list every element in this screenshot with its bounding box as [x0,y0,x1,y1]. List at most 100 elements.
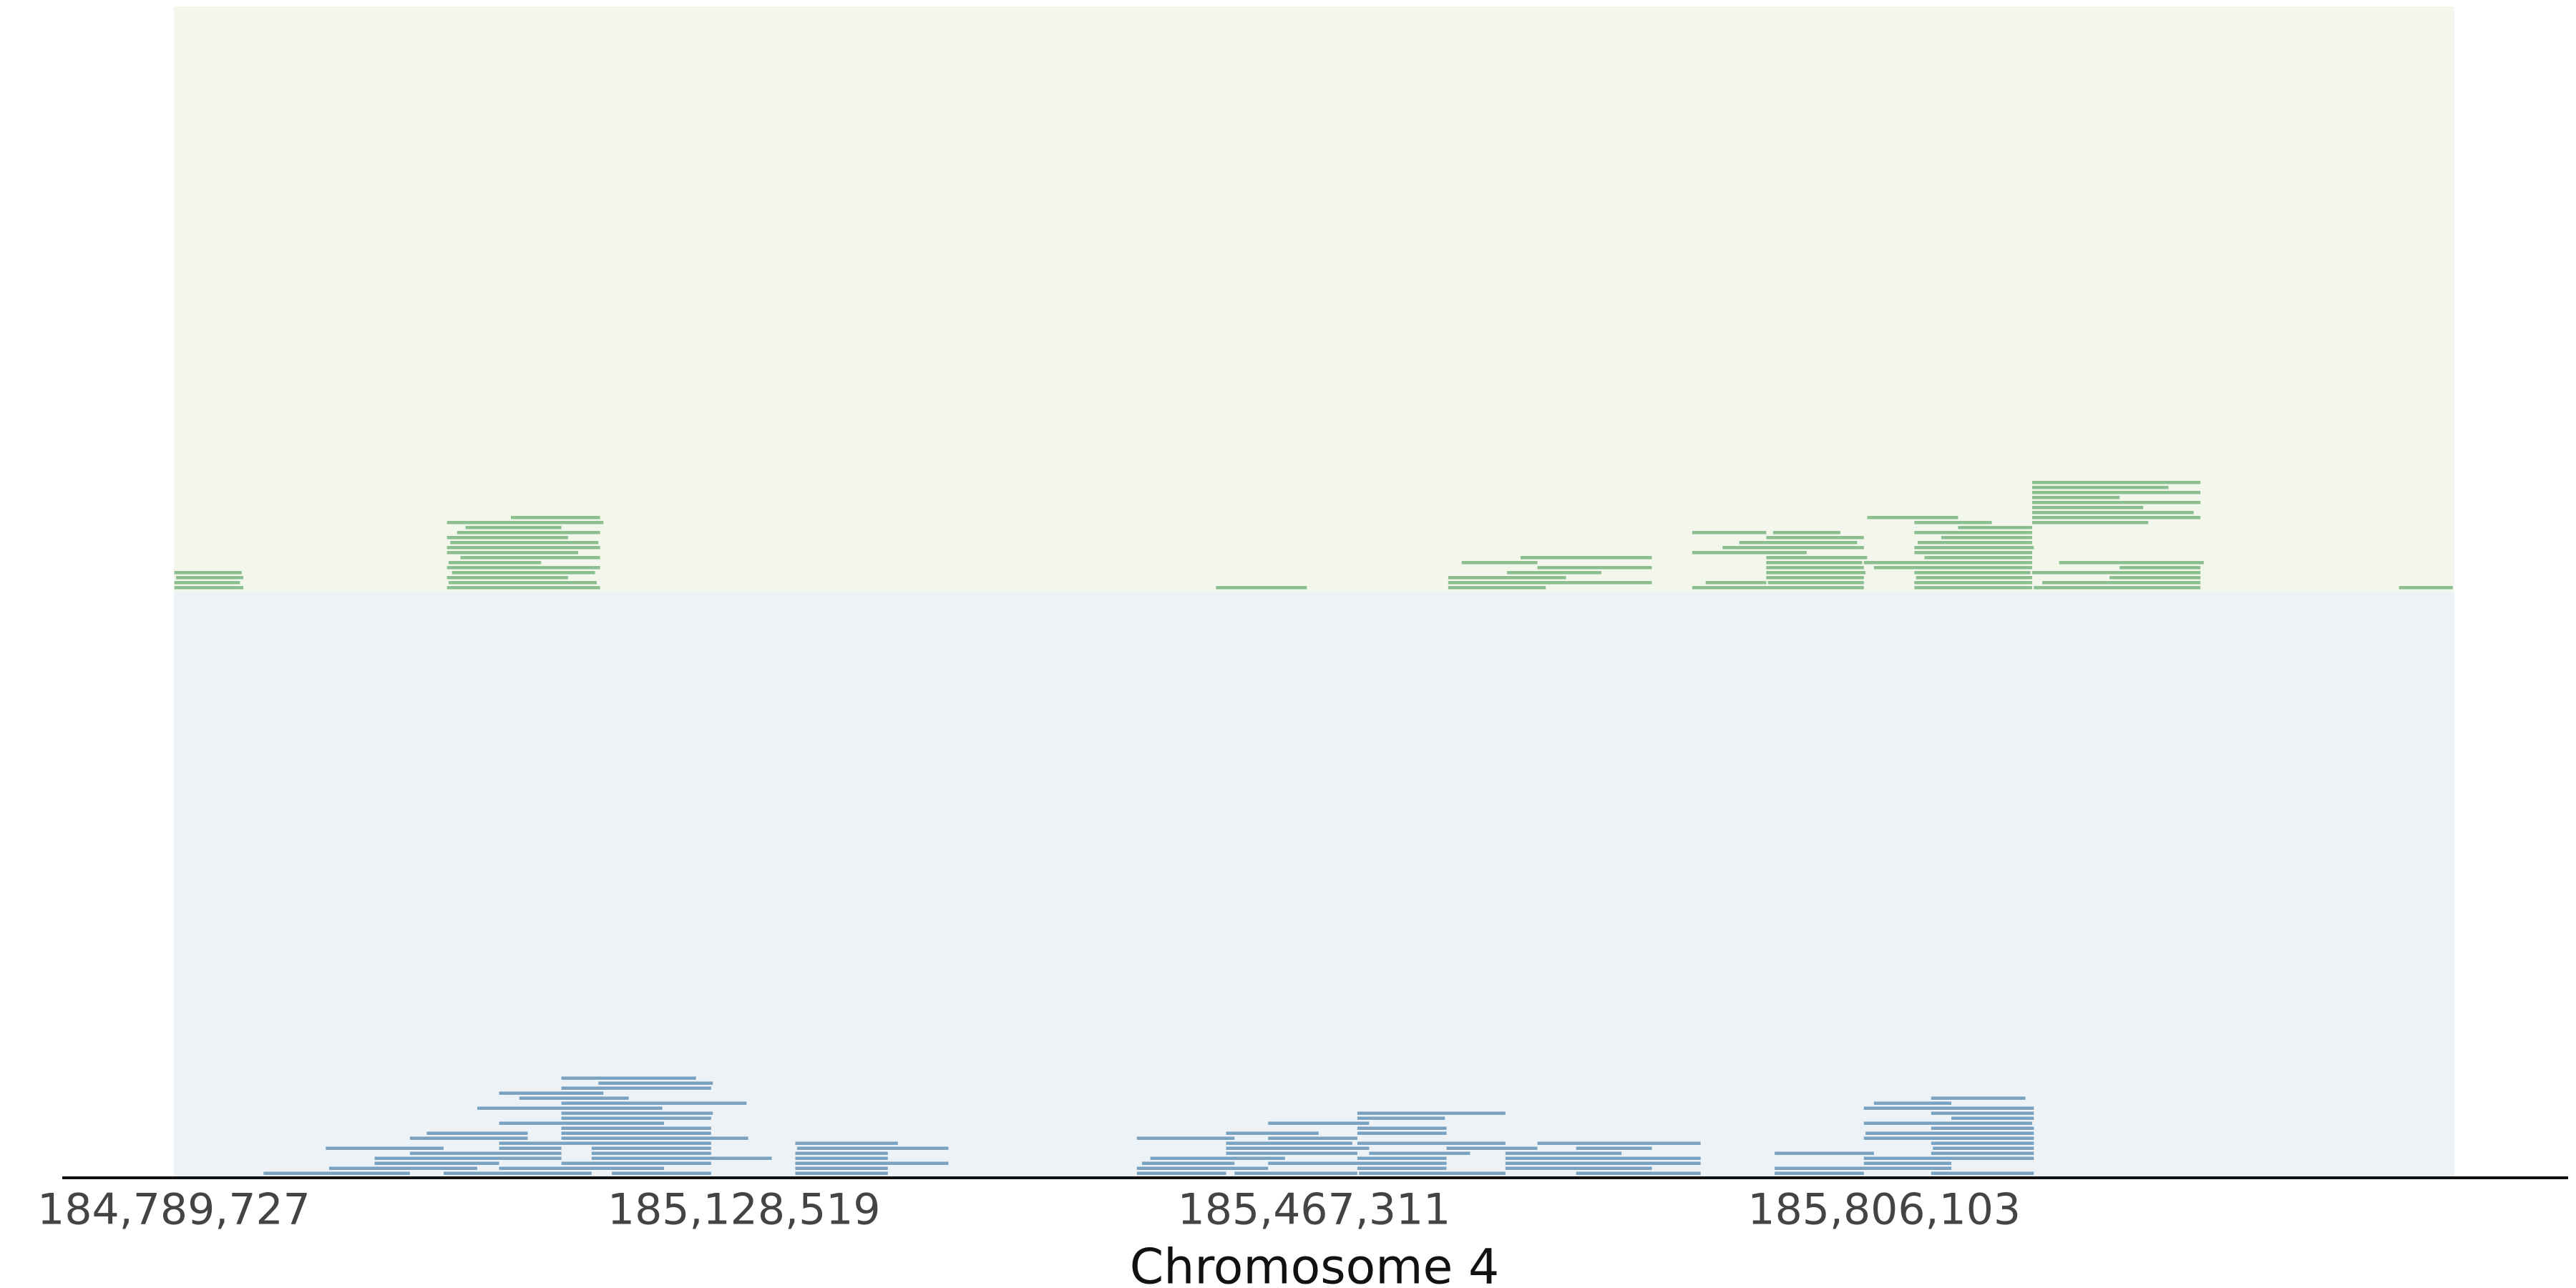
read [2031,496,2120,499]
read [1692,551,1807,555]
read [519,1096,629,1100]
read [591,1151,711,1155]
read [510,516,600,519]
read [1863,1136,2034,1140]
read [561,1136,748,1140]
read [1357,1116,1445,1120]
read [1505,1156,1701,1160]
read [2119,566,2201,570]
read [1136,1136,1235,1140]
read [1873,566,2032,570]
read [1136,1171,1226,1175]
read [326,1146,444,1150]
read [409,1136,528,1140]
read [2034,586,2201,590]
tracks [174,6,2454,1178]
read [1916,576,2032,580]
read [1226,1131,1319,1135]
read [2031,501,2201,504]
x-tick-label: 185,467,311 [1178,1185,1451,1235]
read [1234,1171,1357,1175]
read [1766,536,1864,540]
read [1914,571,2031,575]
read [1576,1146,1652,1150]
read [499,1166,664,1170]
read [1521,556,1652,560]
read [1931,1171,2034,1175]
read [1461,561,1538,565]
read [2031,521,2149,525]
read [499,1121,664,1125]
read [465,526,562,530]
read [1505,1151,1622,1155]
read [1766,566,1864,570]
read [1863,1106,2034,1110]
read [1359,1171,1506,1175]
read [450,541,599,545]
read [1357,1141,1506,1145]
read [447,586,600,590]
read [447,546,600,550]
read [1914,586,2032,590]
read [1863,1156,2034,1160]
read [561,1101,747,1105]
read [561,1076,696,1080]
read [1576,1171,1701,1175]
read [409,1151,562,1155]
read [795,1141,898,1145]
read [448,581,597,585]
read [1867,516,1958,519]
read [1692,586,1864,590]
track-background [174,6,2454,592]
read [1914,531,2032,535]
read [1357,1166,1447,1170]
read [1766,561,1863,565]
read [1951,1116,2034,1120]
read [1136,1166,1269,1170]
read [1357,1111,1506,1115]
read [795,1151,888,1155]
read [1216,586,1307,590]
x-tick-label: 185,128,519 [608,1185,881,1235]
read [1931,1141,2034,1145]
read [1505,1166,1652,1170]
read [426,1131,528,1135]
x-axis-label: Chromosome 4 [1130,1239,1499,1288]
read [1268,1136,1357,1140]
read [447,551,579,555]
read [374,1161,499,1165]
read [174,581,240,585]
read [1775,1166,1952,1170]
read [1692,531,1767,535]
read [2031,516,2201,519]
read [1226,1151,1357,1155]
read [1150,1156,1285,1160]
read [1873,1101,1952,1105]
read [1933,1146,2034,1150]
read [1357,1126,1447,1130]
read [448,561,542,565]
read [1446,1146,1538,1150]
read [1931,1096,2026,1100]
read [1537,566,1652,570]
read [452,571,595,575]
read [2031,481,2201,484]
read [591,1156,772,1160]
read [1369,1151,1470,1155]
read [1357,1156,1447,1160]
read [1863,1161,1952,1165]
read [1268,1161,1447,1165]
read [1226,1141,1352,1145]
read [2031,511,2194,514]
read [1537,1141,1701,1145]
read [460,556,600,560]
read [2399,586,2453,590]
read [477,1106,663,1110]
read [561,1131,711,1135]
read [1505,1161,1701,1165]
read [795,1161,949,1165]
read [1141,1161,1235,1165]
track-background [174,592,2454,1178]
read [561,1111,713,1115]
read [447,521,604,525]
